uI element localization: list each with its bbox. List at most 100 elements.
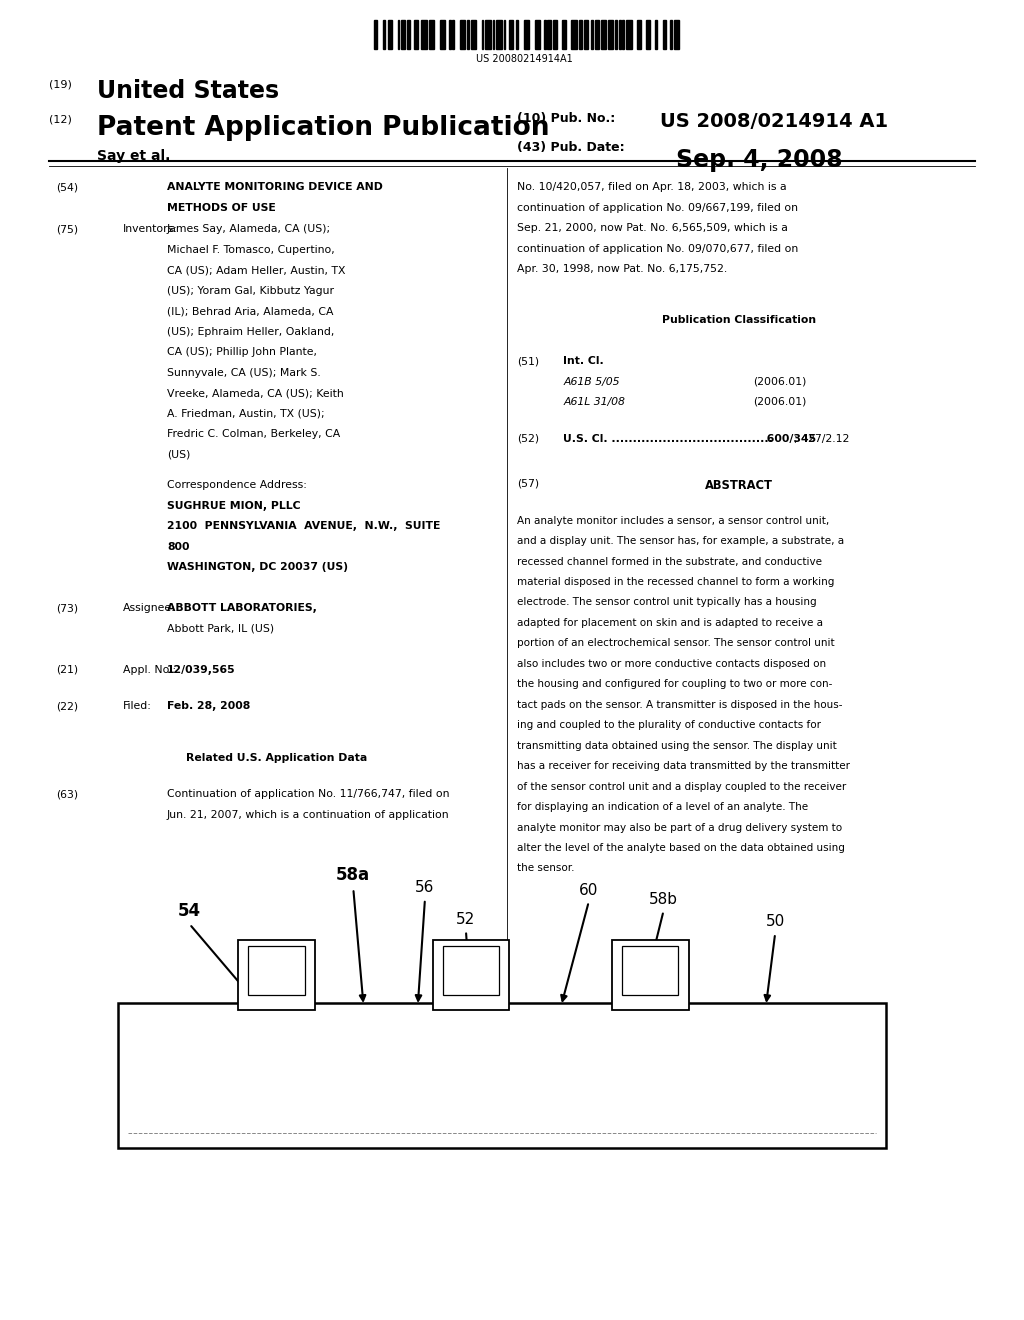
Text: portion of an electrochemical sensor. The sensor control unit: portion of an electrochemical sensor. Th… <box>517 639 835 648</box>
Text: adapted for placement on skin and is adapted to receive a: adapted for placement on skin and is ada… <box>517 618 823 628</box>
Text: 50: 50 <box>766 915 784 929</box>
Bar <box>535 20 540 49</box>
Text: 60: 60 <box>580 883 598 898</box>
Bar <box>584 20 588 49</box>
Text: the housing and configured for coupling to two or more con-: the housing and configured for coupling … <box>517 680 833 689</box>
Bar <box>439 20 445 49</box>
Text: 800: 800 <box>167 541 189 552</box>
Bar <box>623 946 679 995</box>
Bar <box>523 20 529 49</box>
Bar <box>509 20 513 49</box>
Bar <box>504 20 506 49</box>
Bar <box>238 940 315 1010</box>
Text: (63): (63) <box>56 789 79 800</box>
Bar <box>516 20 518 49</box>
Text: 58b: 58b <box>649 892 678 907</box>
Bar <box>655 20 657 49</box>
Text: Continuation of application No. 11/766,747, filed on: Continuation of application No. 11/766,7… <box>167 789 450 800</box>
Bar <box>497 20 502 49</box>
Text: WASHINGTON, DC 20037 (US): WASHINGTON, DC 20037 (US) <box>167 562 348 573</box>
Text: continuation of application No. 09/667,199, filed on: continuation of application No. 09/667,1… <box>517 202 798 213</box>
Text: 58a: 58a <box>336 866 371 884</box>
Text: (43) Pub. Date:: (43) Pub. Date: <box>517 141 625 154</box>
Bar <box>443 946 500 995</box>
Bar <box>595 20 599 49</box>
Text: (54): (54) <box>56 182 79 193</box>
Text: US 20080214914A1: US 20080214914A1 <box>476 54 572 65</box>
Text: Feb. 28, 2008: Feb. 28, 2008 <box>167 701 250 711</box>
Text: of the sensor control unit and a display coupled to the receiver: of the sensor control unit and a display… <box>517 781 847 792</box>
Text: 54: 54 <box>178 902 201 920</box>
Bar <box>449 20 451 49</box>
Bar <box>548 20 551 49</box>
Text: recessed channel formed in the substrate, and conductive: recessed channel formed in the substrate… <box>517 557 822 566</box>
Text: tact pads on the sensor. A transmitter is disposed in the hous-: tact pads on the sensor. A transmitter i… <box>517 700 843 710</box>
Text: 56: 56 <box>416 880 434 895</box>
Bar <box>433 940 510 1010</box>
Text: 2100  PENNSYLVANIA  AVENUE,  N.W.,  SUITE: 2100 PENNSYLVANIA AVENUE, N.W., SUITE <box>167 521 440 532</box>
Text: Sep. 21, 2000, now Pat. No. 6,565,509, which is a: Sep. 21, 2000, now Pat. No. 6,565,509, w… <box>517 223 788 234</box>
Text: Jun. 21, 2007, which is a continuation of application: Jun. 21, 2007, which is a continuation o… <box>167 810 450 820</box>
Text: (21): (21) <box>56 664 79 675</box>
Bar <box>118 1003 886 1148</box>
Text: METHODS OF USE: METHODS OF USE <box>167 202 275 213</box>
Bar <box>414 20 418 49</box>
Text: electrode. The sensor control unit typically has a housing: electrode. The sensor control unit typic… <box>517 598 817 607</box>
Bar <box>421 20 427 49</box>
Bar <box>646 20 650 49</box>
Text: Fredric C. Colman, Berkeley, CA: Fredric C. Colman, Berkeley, CA <box>167 429 340 440</box>
Text: (US): (US) <box>167 449 190 459</box>
Text: (US); Ephraim Heller, Oakland,: (US); Ephraim Heller, Oakland, <box>167 326 334 337</box>
Text: (52): (52) <box>517 434 540 444</box>
Text: Patent Application Publication: Patent Application Publication <box>97 115 550 141</box>
Text: material disposed in the recessed channel to form a working: material disposed in the recessed channe… <box>517 577 835 587</box>
Text: James Say, Alameda, CA (US);: James Say, Alameda, CA (US); <box>167 224 331 235</box>
Text: transmitting data obtained using the sensor. The display unit: transmitting data obtained using the sen… <box>517 741 837 751</box>
Bar <box>544 20 546 49</box>
Text: CA (US); Adam Heller, Austin, TX: CA (US); Adam Heller, Austin, TX <box>167 265 345 276</box>
Text: Appl. No.:: Appl. No.: <box>123 664 176 675</box>
Text: Michael F. Tomasco, Cupertino,: Michael F. Tomasco, Cupertino, <box>167 244 335 255</box>
Bar <box>623 20 625 49</box>
Bar <box>600 20 606 49</box>
Text: United States: United States <box>97 79 280 103</box>
Text: CA (US); Phillip John Plante,: CA (US); Phillip John Plante, <box>167 347 316 358</box>
Bar <box>615 20 616 49</box>
Bar <box>249 946 305 995</box>
Text: A61L 31/08: A61L 31/08 <box>563 397 625 407</box>
Text: ABBOTT LABORATORIES,: ABBOTT LABORATORIES, <box>167 603 316 614</box>
Text: (IL); Behrad Aria, Alameda, CA: (IL); Behrad Aria, Alameda, CA <box>167 306 334 317</box>
Text: Int. Cl.: Int. Cl. <box>563 356 604 366</box>
Text: ; 427/2.12: ; 427/2.12 <box>794 434 849 444</box>
Text: Apr. 30, 1998, now Pat. No. 6,175,752.: Apr. 30, 1998, now Pat. No. 6,175,752. <box>517 264 727 275</box>
Text: Abbott Park, IL (US): Abbott Park, IL (US) <box>167 623 274 634</box>
Bar <box>571 20 577 49</box>
Text: (19): (19) <box>49 79 72 90</box>
Bar <box>626 20 632 49</box>
Text: US 2008/0214914 A1: US 2008/0214914 A1 <box>660 112 889 131</box>
Bar <box>562 20 565 49</box>
Text: Correspondence Address:: Correspondence Address: <box>167 480 307 491</box>
Text: has a receiver for receiving data transmitted by the transmitter: has a receiver for receiving data transm… <box>517 762 850 771</box>
Text: No. 10/420,057, filed on Apr. 18, 2003, which is a: No. 10/420,057, filed on Apr. 18, 2003, … <box>517 182 786 193</box>
Bar <box>485 20 490 49</box>
Text: 600/345: 600/345 <box>763 434 816 444</box>
Bar <box>493 20 495 49</box>
Bar <box>460 20 465 49</box>
Text: (12): (12) <box>49 115 72 125</box>
Text: (22): (22) <box>56 701 79 711</box>
Bar <box>591 20 593 49</box>
Text: (10) Pub. No.:: (10) Pub. No.: <box>517 112 615 125</box>
Text: A61B 5/05: A61B 5/05 <box>563 376 620 387</box>
Text: Related U.S. Application Data: Related U.S. Application Data <box>185 752 368 763</box>
Text: (51): (51) <box>517 356 540 366</box>
Bar <box>407 20 411 49</box>
Bar <box>374 20 378 49</box>
Text: (75): (75) <box>56 224 79 235</box>
Text: Say et al.: Say et al. <box>97 149 171 164</box>
Text: 52: 52 <box>457 912 475 927</box>
Text: 12/039,565: 12/039,565 <box>167 664 236 675</box>
Text: (US); Yoram Gal, Kibbutz Yagur: (US); Yoram Gal, Kibbutz Yagur <box>167 286 334 296</box>
Bar <box>481 20 483 49</box>
Text: Inventors:: Inventors: <box>123 224 178 235</box>
